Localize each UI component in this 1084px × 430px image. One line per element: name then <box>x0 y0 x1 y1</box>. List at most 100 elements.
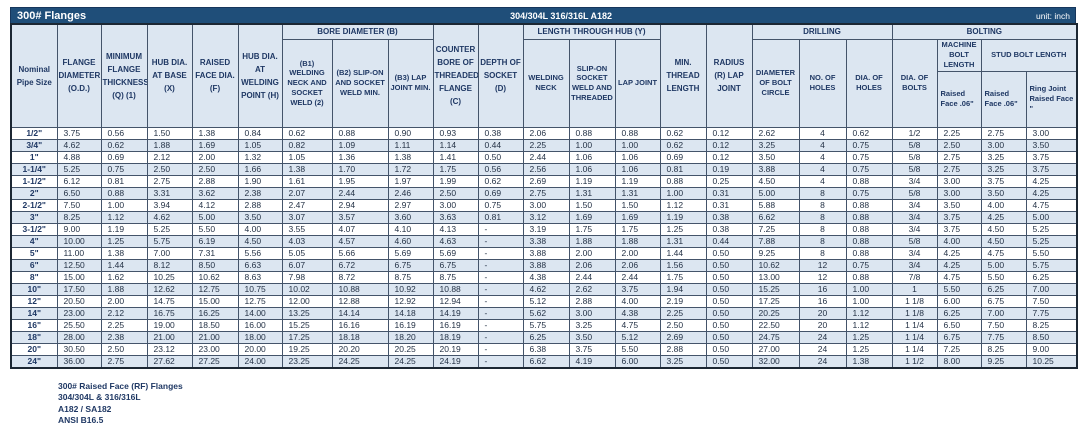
value-cell: 2.88 <box>568 294 616 308</box>
value-cell: 1.38 <box>281 162 333 176</box>
value-cell: 8.25 <box>1025 318 1078 332</box>
value-cell: 0.38 <box>705 210 753 224</box>
table-row: 1" 4.88 0.69 2.12 2.00 1.32 1.05 1.36 1.38 1.41 0.… <box>10 150 1078 164</box>
value-cell: 9.25 <box>751 246 800 260</box>
value-cell: - <box>477 294 524 308</box>
value-cell: 6.75 <box>432 258 479 272</box>
value-cell: 0.88 <box>659 174 707 188</box>
value-cell: 1.06 <box>614 150 661 164</box>
value-cell: 0.90 <box>387 126 434 140</box>
value-cell: 2.38 <box>100 330 148 344</box>
value-cell: 5/8 <box>891 150 938 164</box>
value-cell: 3.75 <box>614 282 661 296</box>
value-cell: 3.25 <box>980 150 1027 164</box>
value-cell: 3.00 <box>936 174 982 188</box>
footnote-line: ANSI B16.5 <box>58 415 104 425</box>
value-cell: 4.62 <box>56 138 102 152</box>
value-cell: 4.62 <box>522 282 570 296</box>
value-cell: 3.19 <box>522 222 570 236</box>
value-cell: 20 <box>798 306 847 320</box>
value-cell: 16.00 <box>237 318 283 332</box>
value-cell: 3.25 <box>659 354 707 368</box>
value-cell: 10.92 <box>387 282 434 296</box>
value-cell: 0.75 <box>845 186 893 200</box>
value-cell: - <box>477 318 524 332</box>
value-cell: 36.00 <box>56 354 102 368</box>
value-cell: 1.19 <box>614 174 661 188</box>
value-cell: 24 <box>798 354 847 368</box>
value-cell: 2.44 <box>331 186 389 200</box>
value-cell: 5.25 <box>1025 222 1078 236</box>
value-cell: 2.44 <box>614 270 661 284</box>
value-cell: 2.06 <box>522 126 570 140</box>
value-cell: 0.88 <box>845 174 893 188</box>
pipe-size-cell: 8" <box>10 270 58 284</box>
value-cell: 0.12 <box>705 138 753 152</box>
value-cell: 1.31 <box>614 186 661 200</box>
value-cell: 1.38 <box>100 246 148 260</box>
value-cell: 1.69 <box>191 138 239 152</box>
pipe-size-cell: 24" <box>10 354 58 368</box>
value-cell: 4.07 <box>331 222 389 236</box>
value-cell: 7.50 <box>56 198 102 212</box>
col-header-min-thickness: MINIMUM FLANGE THICKNESS (Q) (1) <box>100 23 148 128</box>
value-cell: 2.50 <box>936 138 982 152</box>
value-cell: 4.12 <box>191 198 239 212</box>
value-cell: 3.55 <box>281 222 333 236</box>
value-cell: 2.75 <box>100 354 148 368</box>
value-cell: 4.00 <box>936 234 982 248</box>
value-cell: 6.63 <box>237 258 283 272</box>
value-cell: 6.25 <box>936 306 982 320</box>
value-cell: 8.75 <box>387 270 434 284</box>
value-cell: 2.00 <box>191 150 239 164</box>
value-cell: 1.50 <box>568 198 616 212</box>
value-cell: 3.57 <box>331 210 389 224</box>
pipe-size-cell: 1-1/4" <box>10 162 58 176</box>
col-header-stud-bolt-length: STUD BOLT LENGTH <box>980 38 1078 72</box>
flange-dimension-table: Nominal Pipe Size FLANGE DIAMETER (O.D.)… <box>10 23 1079 369</box>
value-cell: 4 <box>798 162 847 176</box>
col-header-dia-of-holes: DIA. OF HOLES <box>845 38 893 128</box>
value-cell: 32.00 <box>751 354 800 368</box>
value-cell: 4 <box>798 126 847 140</box>
value-cell: 4.13 <box>432 222 479 236</box>
value-cell: 7.00 <box>146 246 193 260</box>
value-cell: 6.38 <box>522 342 570 356</box>
value-cell: 16.19 <box>387 318 434 332</box>
value-cell: 5.75 <box>522 318 570 332</box>
value-cell: 0.81 <box>100 174 148 188</box>
value-cell: 1.44 <box>100 258 148 272</box>
value-cell: 7.75 <box>1025 306 1078 320</box>
value-cell: 0.75 <box>100 162 148 176</box>
value-cell: 20.25 <box>751 306 800 320</box>
value-cell: 2.06 <box>568 258 616 272</box>
page-title: 300# Flanges <box>17 9 87 22</box>
value-cell: - <box>477 282 524 296</box>
value-cell: 6.50 <box>936 318 982 332</box>
value-cell: 3.38 <box>522 234 570 248</box>
value-cell: 1.94 <box>659 282 707 296</box>
value-cell: 1.12 <box>659 198 707 212</box>
value-cell: 17.50 <box>56 282 102 296</box>
pipe-size-cell: 2-1/2" <box>10 198 58 212</box>
value-cell: 2.50 <box>659 318 707 332</box>
value-cell: 28.00 <box>56 330 102 344</box>
table-body: 1/2" 3.75 0.56 1.50 1.38 0.84 0.62 0.88 0.90 0.93… <box>10 126 1078 368</box>
value-cell: 3/4 <box>891 258 938 272</box>
value-cell: 2.88 <box>237 198 283 212</box>
value-cell: 0.88 <box>331 126 389 140</box>
value-cell: 0.75 <box>845 150 893 164</box>
value-cell: 0.38 <box>705 222 753 236</box>
value-cell: 20.00 <box>237 342 283 356</box>
value-cell: 4.88 <box>56 150 102 164</box>
value-cell: 16.16 <box>331 318 389 332</box>
value-cell: 21.00 <box>191 330 239 344</box>
value-cell: 7.50 <box>1025 294 1078 308</box>
value-cell: 0.75 <box>845 138 893 152</box>
value-cell: 0.62 <box>477 174 524 188</box>
value-cell: 1.06 <box>568 162 616 176</box>
value-cell: 1.19 <box>100 222 148 236</box>
value-cell: 8.25 <box>980 342 1027 356</box>
value-cell: 3.25 <box>568 318 616 332</box>
value-cell: 5.25 <box>1025 234 1078 248</box>
